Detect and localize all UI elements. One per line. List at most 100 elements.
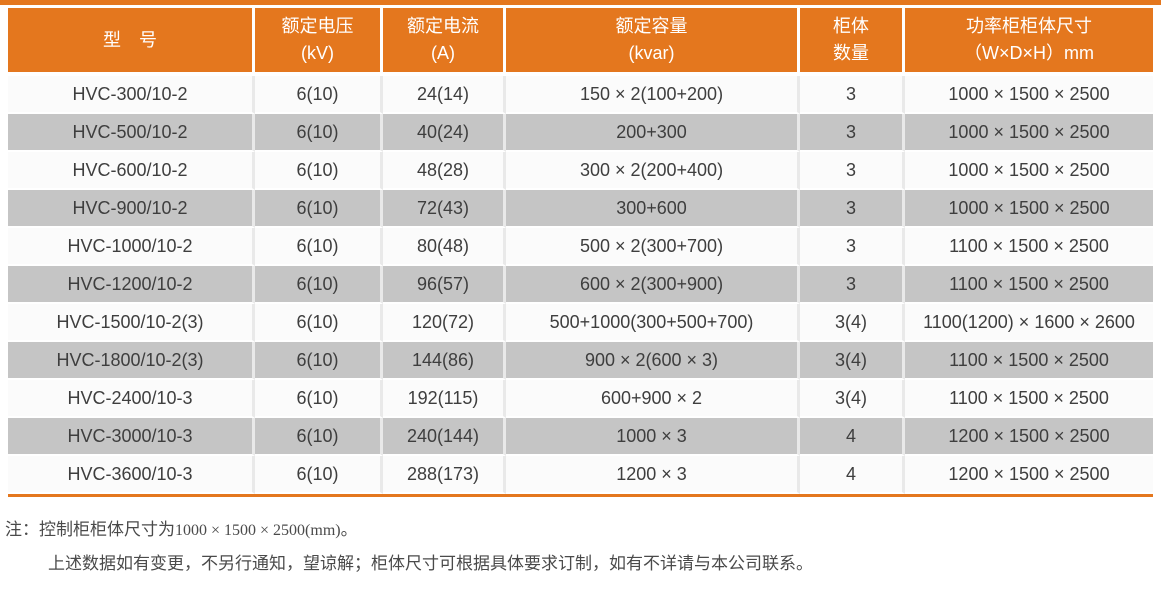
table-row: HVC-500/10-2 6(10) 40(24) 200+300 3 1000… [8,114,1153,152]
cell-cabinets: 3 [800,228,905,266]
cell-voltage: 6(10) [255,304,383,342]
cell-model: HVC-3000/10-3 [8,418,255,456]
cell-capacity: 200+300 [506,114,800,152]
cell-capacity: 500 × 2(300+700) [506,228,800,266]
header-row: 型 号 额定电压 (kV) 额定电流 (A) 额定容量 (kvar) 柜体 [8,8,1153,76]
column-header-label: 功率柜柜体尺寸 [966,16,1092,36]
footnote-line-1: 注：控制柜柜体尺寸为1000 × 1500 × 2500(mm)。 [5,513,1161,547]
column-header-capacity: 额定容量 (kvar) [506,8,800,76]
table-body: HVC-300/10-2 6(10) 24(14) 150 × 2(100+20… [8,76,1153,494]
cell-voltage: 6(10) [255,418,383,456]
column-header-label: 型 号 [103,29,157,50]
column-header-label: 额定容量 [615,16,688,36]
cell-capacity: 600 × 2(300+900) [506,266,800,304]
cell-voltage: 6(10) [255,342,383,380]
cell-current: 96(57) [383,266,506,304]
cell-current: 240(144) [383,418,506,456]
cell-voltage: 6(10) [255,114,383,152]
cell-dimensions: 1100 × 1500 × 2500 [905,380,1153,418]
footnote-dimensions: 1000 × 1500 × 2500(mm) [175,522,341,539]
table-row: HVC-3000/10-3 6(10) 240(144) 1000 × 3 4 … [8,418,1153,456]
cell-cabinets: 3(4) [800,380,905,418]
column-header-cabinet-count: 柜体 数量 [800,8,905,76]
cell-model: HVC-1800/10-2(3) [8,342,255,380]
cell-capacity: 1000 × 3 [506,418,800,456]
column-header-label: 额定电流 [407,16,479,36]
orange-top-bar [0,0,1161,5]
column-header-sub: (kvar) [628,43,675,63]
column-header-label: 柜体 [833,16,869,36]
column-header-sub: （W×D×H）mm [964,43,1094,63]
cell-cabinets: 3(4) [800,342,905,380]
cell-model: HVC-500/10-2 [8,114,255,152]
cell-model: HVC-2400/10-3 [8,380,255,418]
cell-dimensions: 1000 × 1500 × 2500 [905,114,1153,152]
cell-cabinets: 3 [800,190,905,228]
cell-current: 120(72) [383,304,506,342]
cell-cabinets: 3 [800,266,905,304]
cell-model: HVC-600/10-2 [8,152,255,190]
table-row: HVC-1800/10-2(3) 6(10) 144(86) 900 × 2(6… [8,342,1153,380]
column-header-sub: (kV) [301,43,334,63]
footnote-prefix: 注：控制柜柜体尺寸为 [5,520,175,539]
cell-model: HVC-1200/10-2 [8,266,255,304]
footnote-line-2: 上述数据如有变更，不另行通知，望谅解；柜体尺寸可根据具体要求订制，如有不详请与本… [48,554,813,573]
cell-current: 288(173) [383,456,506,494]
column-header-sub: (A) [431,43,455,63]
cell-current: 80(48) [383,228,506,266]
cell-voltage: 6(10) [255,266,383,304]
cell-voltage: 6(10) [255,456,383,494]
cell-model: HVC-3600/10-3 [8,456,255,494]
cell-current: 72(43) [383,190,506,228]
table-row: HVC-2400/10-3 6(10) 192(115) 600+900 × 2… [8,380,1153,418]
cell-voltage: 6(10) [255,380,383,418]
column-header-model: 型 号 [8,8,255,76]
cell-voltage: 6(10) [255,190,383,228]
cell-voltage: 6(10) [255,152,383,190]
footnotes: 注：控制柜柜体尺寸为1000 × 1500 × 2500(mm)。 上述数据如有… [5,513,1161,580]
cell-dimensions: 1200 × 1500 × 2500 [905,456,1153,494]
cell-capacity: 600+900 × 2 [506,380,800,418]
cell-current: 192(115) [383,380,506,418]
cell-cabinets: 3(4) [800,304,905,342]
table-row: HVC-1000/10-2 6(10) 80(48) 500 × 2(300+7… [8,228,1153,266]
cell-cabinets: 3 [800,114,905,152]
cell-voltage: 6(10) [255,228,383,266]
cell-current: 144(86) [383,342,506,380]
cell-cabinets: 3 [800,76,905,114]
cell-dimensions: 1100 × 1500 × 2500 [905,228,1153,266]
column-header-dimensions: 功率柜柜体尺寸 （W×D×H）mm [905,8,1153,76]
column-header-label: 额定电压 [281,16,354,36]
cell-dimensions: 1100 × 1500 × 2500 [905,266,1153,304]
table-row: HVC-1200/10-2 6(10) 96(57) 600 × 2(300+9… [8,266,1153,304]
table-row: HVC-3600/10-3 6(10) 288(173) 1200 × 3 4 … [8,456,1153,494]
table-row: HVC-600/10-2 6(10) 48(28) 300 × 2(200+40… [8,152,1153,190]
cell-current: 48(28) [383,152,506,190]
cell-dimensions: 1000 × 1500 × 2500 [905,76,1153,114]
cell-current: 40(24) [383,114,506,152]
cell-model: HVC-1500/10-2(3) [8,304,255,342]
cell-cabinets: 3 [800,152,905,190]
cell-dimensions: 1100(1200) × 1600 × 2600 [905,304,1153,342]
cell-dimensions: 1200 × 1500 × 2500 [905,418,1153,456]
spec-table: 型 号 额定电压 (kV) 额定电流 (A) 额定容量 (kvar) 柜体 [8,8,1153,497]
cell-dimensions: 1000 × 1500 × 2500 [905,152,1153,190]
cell-capacity: 1200 × 3 [506,456,800,494]
cell-capacity: 300+600 [506,190,800,228]
cell-dimensions: 1000 × 1500 × 2500 [905,190,1153,228]
cell-capacity: 500+1000(300+500+700) [506,304,800,342]
cell-capacity: 150 × 2(100+200) [506,76,800,114]
cell-model: HVC-1000/10-2 [8,228,255,266]
table-header: 型 号 额定电压 (kV) 额定电流 (A) 额定容量 (kvar) 柜体 [8,8,1153,76]
cell-cabinets: 4 [800,456,905,494]
cell-cabinets: 4 [800,418,905,456]
column-header-voltage: 额定电压 (kV) [255,8,383,76]
table-row: HVC-1500/10-2(3) 6(10) 120(72) 500+1000(… [8,304,1153,342]
table-row: HVC-300/10-2 6(10) 24(14) 150 × 2(100+20… [8,76,1153,114]
column-header-current: 额定电流 (A) [383,8,506,76]
cell-dimensions: 1100 × 1500 × 2500 [905,342,1153,380]
cell-capacity: 900 × 2(600 × 3) [506,342,800,380]
cell-model: HVC-300/10-2 [8,76,255,114]
column-header-sub: 数量 [833,43,869,63]
cell-current: 24(14) [383,76,506,114]
